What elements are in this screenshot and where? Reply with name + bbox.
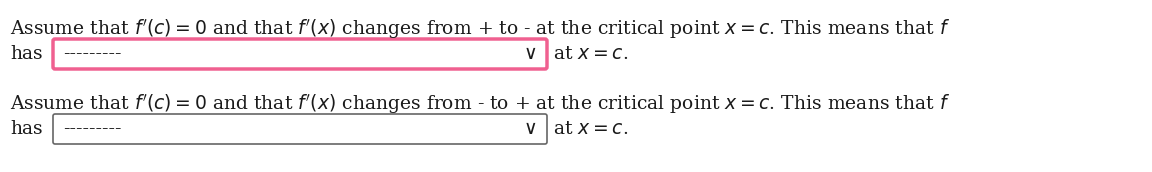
Text: ---------: --------- — [63, 120, 121, 138]
Text: at $x = c$.: at $x = c$. — [553, 45, 628, 63]
Text: has: has — [10, 120, 43, 138]
Text: at $x = c$.: at $x = c$. — [553, 120, 628, 138]
FancyBboxPatch shape — [53, 39, 547, 69]
FancyBboxPatch shape — [53, 114, 547, 144]
Text: has: has — [10, 45, 43, 63]
Text: Assume that $f'(c) = 0$ and that $f'(x)$ changes from + to - at the critical poi: Assume that $f'(c) = 0$ and that $f'(x)$… — [10, 17, 950, 41]
Text: Assume that $f'(c) = 0$ and that $f'(x)$ changes from - to + at the critical poi: Assume that $f'(c) = 0$ and that $f'(x)$… — [10, 92, 950, 116]
Text: ∨: ∨ — [523, 45, 537, 63]
Text: ---------: --------- — [63, 45, 121, 63]
Text: ∨: ∨ — [523, 120, 537, 138]
